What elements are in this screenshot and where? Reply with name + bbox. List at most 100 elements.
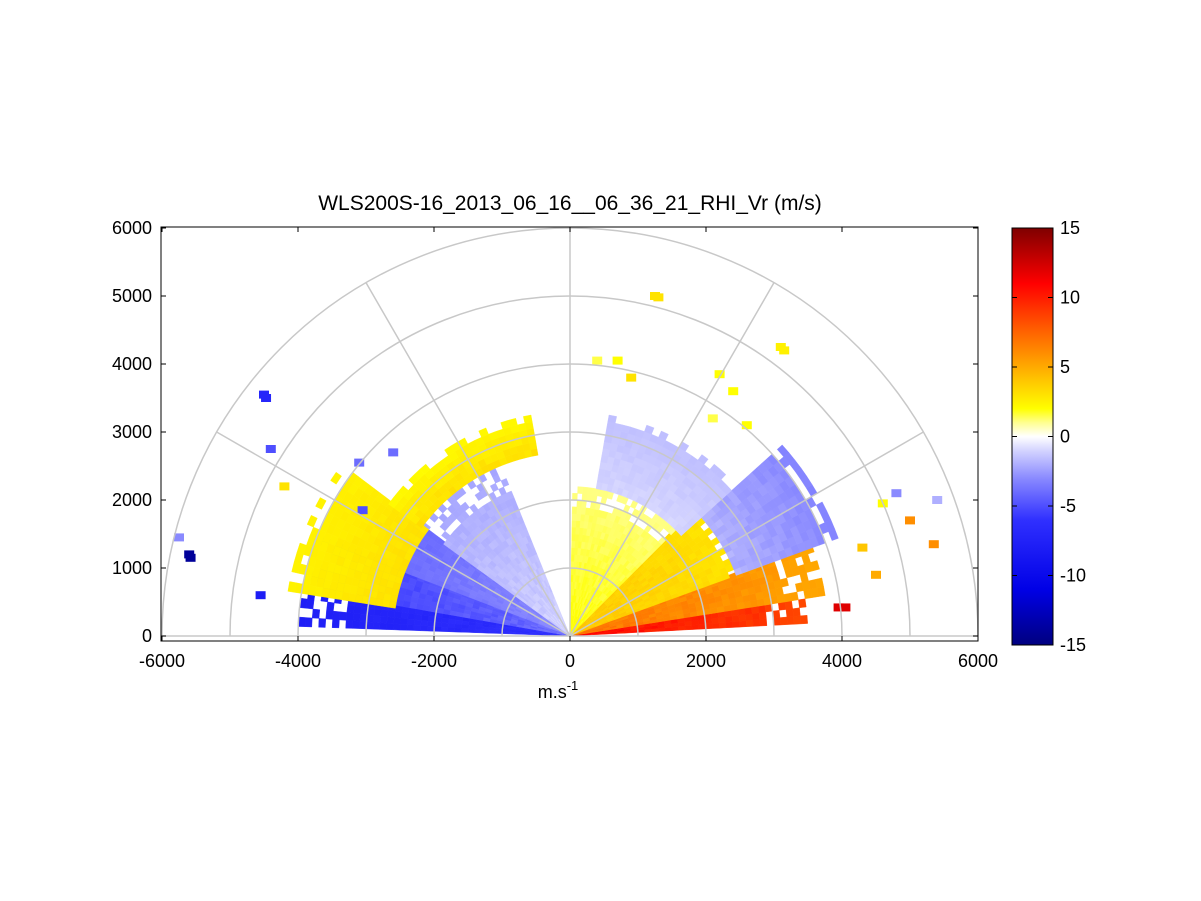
velocity-cell	[393, 611, 402, 619]
velocity-cell	[373, 608, 382, 617]
velocity-cell	[400, 612, 409, 620]
x-tick-label: -6000	[139, 651, 185, 671]
isolated-return	[279, 482, 290, 491]
spoke-line	[216, 431, 571, 637]
velocity-cell	[353, 605, 362, 615]
velocity-cell	[793, 615, 802, 625]
velocity-cell	[400, 617, 408, 625]
velocity-cell	[776, 444, 790, 458]
velocity-cell	[304, 617, 313, 628]
velocity-cell	[345, 620, 354, 629]
isolated-return	[891, 489, 902, 498]
velocity-cell	[402, 600, 411, 608]
velocity-cells	[287, 414, 839, 637]
velocity-cell	[399, 623, 408, 631]
y-tick-label: 1000	[112, 558, 152, 578]
isolated-return	[174, 533, 184, 542]
velocity-cell	[757, 604, 766, 614]
velocity-cell	[380, 609, 389, 618]
velocity-cell	[345, 612, 354, 622]
velocity-cell	[481, 629, 489, 634]
isolated-return	[871, 570, 881, 579]
velocity-cell	[798, 598, 807, 609]
velocity-cell	[461, 624, 469, 630]
velocity-cell	[522, 632, 530, 635]
velocity-cell	[461, 628, 469, 633]
velocity-cell	[420, 625, 428, 632]
velocity-cell	[580, 507, 586, 515]
colorbar-tick-label: -15	[1060, 635, 1086, 655]
velocity-cell	[598, 468, 606, 477]
colorbar-tick-label: 10	[1060, 288, 1080, 308]
isolated-return	[265, 445, 276, 453]
velocity-cell	[447, 627, 455, 633]
spoke-line	[365, 282, 571, 637]
isolated-return	[357, 506, 368, 515]
velocity-cell	[393, 617, 402, 625]
isolated-return	[833, 603, 844, 612]
velocity-cell	[814, 577, 824, 589]
isolated-return	[840, 603, 851, 612]
velocity-cell	[365, 621, 374, 630]
velocity-cell	[379, 615, 388, 624]
velocity-cell	[318, 618, 327, 628]
velocity-cell	[439, 521, 449, 532]
velocity-cell	[474, 625, 483, 631]
velocity-cell	[745, 619, 754, 627]
velocity-cell	[644, 424, 655, 435]
isolated-return	[779, 346, 790, 355]
velocity-cell	[577, 486, 584, 494]
y-tick-label: 2000	[112, 490, 152, 510]
velocity-cell	[315, 497, 327, 510]
velocity-cell	[474, 629, 483, 634]
velocity-cell	[576, 499, 583, 508]
isolated-return	[928, 540, 939, 549]
velocity-cell	[751, 612, 760, 621]
velocity-cell	[745, 613, 754, 621]
isolated-return	[592, 356, 603, 365]
velocity-cell	[325, 610, 334, 620]
velocity-cell	[815, 501, 827, 515]
velocity-cell	[414, 613, 423, 621]
velocity-cell	[607, 414, 617, 424]
isolated-return	[932, 496, 943, 504]
velocity-cell	[596, 475, 605, 484]
velocity-cell	[523, 414, 533, 424]
isolated-return	[354, 458, 365, 467]
chart-title: WLS200S-16_2013_06_16__06_36_21_RHI_Vr (…	[318, 192, 822, 215]
velocity-cell	[346, 604, 355, 614]
colorbar-tick-label: 15	[1060, 218, 1080, 238]
velocity-cell	[705, 623, 713, 630]
velocity-cell	[306, 515, 318, 528]
velocity-cell	[725, 621, 734, 629]
velocity-cell	[528, 632, 537, 636]
velocity-cell	[441, 530, 451, 540]
velocity-cell	[571, 533, 576, 542]
velocity-cell	[571, 547, 575, 555]
velocity-cell	[440, 622, 449, 628]
velocity-cell	[409, 601, 418, 610]
velocity-cell	[427, 620, 435, 627]
velocity-cell	[440, 626, 449, 632]
isolated-return	[741, 421, 752, 430]
velocity-cell	[816, 586, 826, 597]
velocity-cell	[571, 513, 577, 521]
velocity-cell	[386, 616, 395, 624]
velocity-cell	[494, 630, 503, 634]
y-tick-label: 0	[142, 626, 152, 646]
x-tick-label: 0	[565, 651, 575, 671]
velocity-cell	[779, 616, 788, 626]
velocity-cell	[752, 619, 761, 627]
x-tick-label: 6000	[958, 651, 998, 671]
x-axis-label: m.s-1	[538, 678, 579, 702]
velocity-cell	[420, 620, 429, 627]
isolated-return	[261, 394, 272, 402]
velocity-cell	[658, 430, 669, 441]
velocity-cell	[407, 613, 416, 620]
velocity-cell	[574, 540, 579, 549]
velocity-cell	[413, 624, 422, 632]
isolated-return	[185, 553, 196, 562]
velocity-cell	[413, 619, 422, 626]
isolated-return	[728, 387, 739, 396]
